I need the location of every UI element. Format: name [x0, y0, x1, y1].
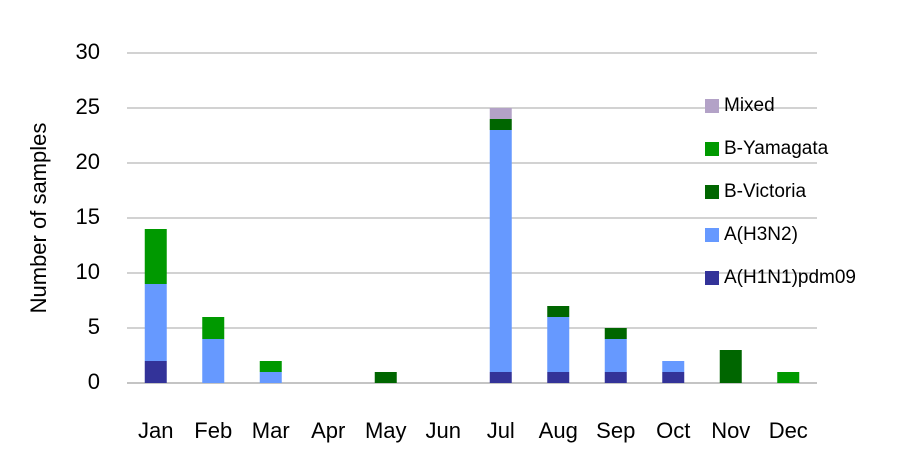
- bar-segment: [259, 372, 282, 383]
- legend-swatch: [705, 228, 719, 242]
- y-axis-label: Number of samples: [26, 123, 51, 314]
- bar-segment: [144, 361, 167, 383]
- bar-segment: [202, 339, 225, 383]
- x-tick-label: Mar: [252, 418, 290, 443]
- legend-swatch: [705, 185, 719, 199]
- bar-segment: [489, 372, 512, 383]
- bar-segment: [489, 119, 512, 130]
- bar-segment: [489, 130, 512, 372]
- legend: A(H1N1)pdm09 A(H3N2) B-Victoria B-Yamagata M…: [705, 95, 856, 288]
- bar-segment: [547, 317, 570, 372]
- y-tick-label: 5: [88, 314, 100, 339]
- y-tick-label: 30: [76, 39, 100, 64]
- legend-swatch: [705, 99, 719, 113]
- y-tick-label: 15: [76, 204, 100, 229]
- legend-swatch: [705, 271, 719, 285]
- bar-segment: [604, 372, 627, 383]
- x-tick-label: Feb: [194, 418, 232, 443]
- x-tick-label: Apr: [311, 418, 345, 443]
- legend-label: B-Yamagata: [724, 138, 829, 159]
- x-tick-label: Dec: [769, 418, 808, 443]
- legend-label: A(H1N1)pdm09: [724, 267, 856, 288]
- legend-label: Mixed: [724, 95, 775, 116]
- legend-swatch: [705, 142, 719, 156]
- legend-label: A(H3N2): [724, 224, 798, 245]
- bar-segment: [202, 317, 225, 339]
- bar-segment: [374, 372, 397, 383]
- x-tick-label: Jul: [487, 418, 515, 443]
- bar-segment: [604, 339, 627, 372]
- x-tick-label: Jan: [138, 418, 173, 443]
- y-tick-label: 10: [76, 259, 100, 284]
- bar-segment: [547, 372, 570, 383]
- bar-segment: [144, 284, 167, 361]
- x-tick-label: Sep: [596, 418, 635, 443]
- y-tick-label: 20: [76, 149, 100, 174]
- x-tick-label: Aug: [539, 418, 578, 443]
- x-tick-label: Nov: [711, 418, 750, 443]
- bar-segment: [259, 361, 282, 372]
- x-tick-label: Jun: [426, 418, 461, 443]
- bar-segment: [489, 108, 512, 119]
- y-tick-label: 0: [88, 369, 100, 394]
- bar-segment: [662, 372, 685, 383]
- bar-segment: [547, 306, 570, 317]
- legend-label: B-Victoria: [724, 181, 806, 202]
- bar-segment: [719, 350, 742, 383]
- bar-segment: [662, 361, 685, 372]
- bar-segment: [777, 372, 800, 383]
- y-tick-label: 25: [76, 94, 100, 119]
- x-tick-label: May: [365, 418, 407, 443]
- bar-segment: [604, 328, 627, 339]
- bar-segment: [144, 229, 167, 284]
- x-tick-label: Oct: [656, 418, 690, 443]
